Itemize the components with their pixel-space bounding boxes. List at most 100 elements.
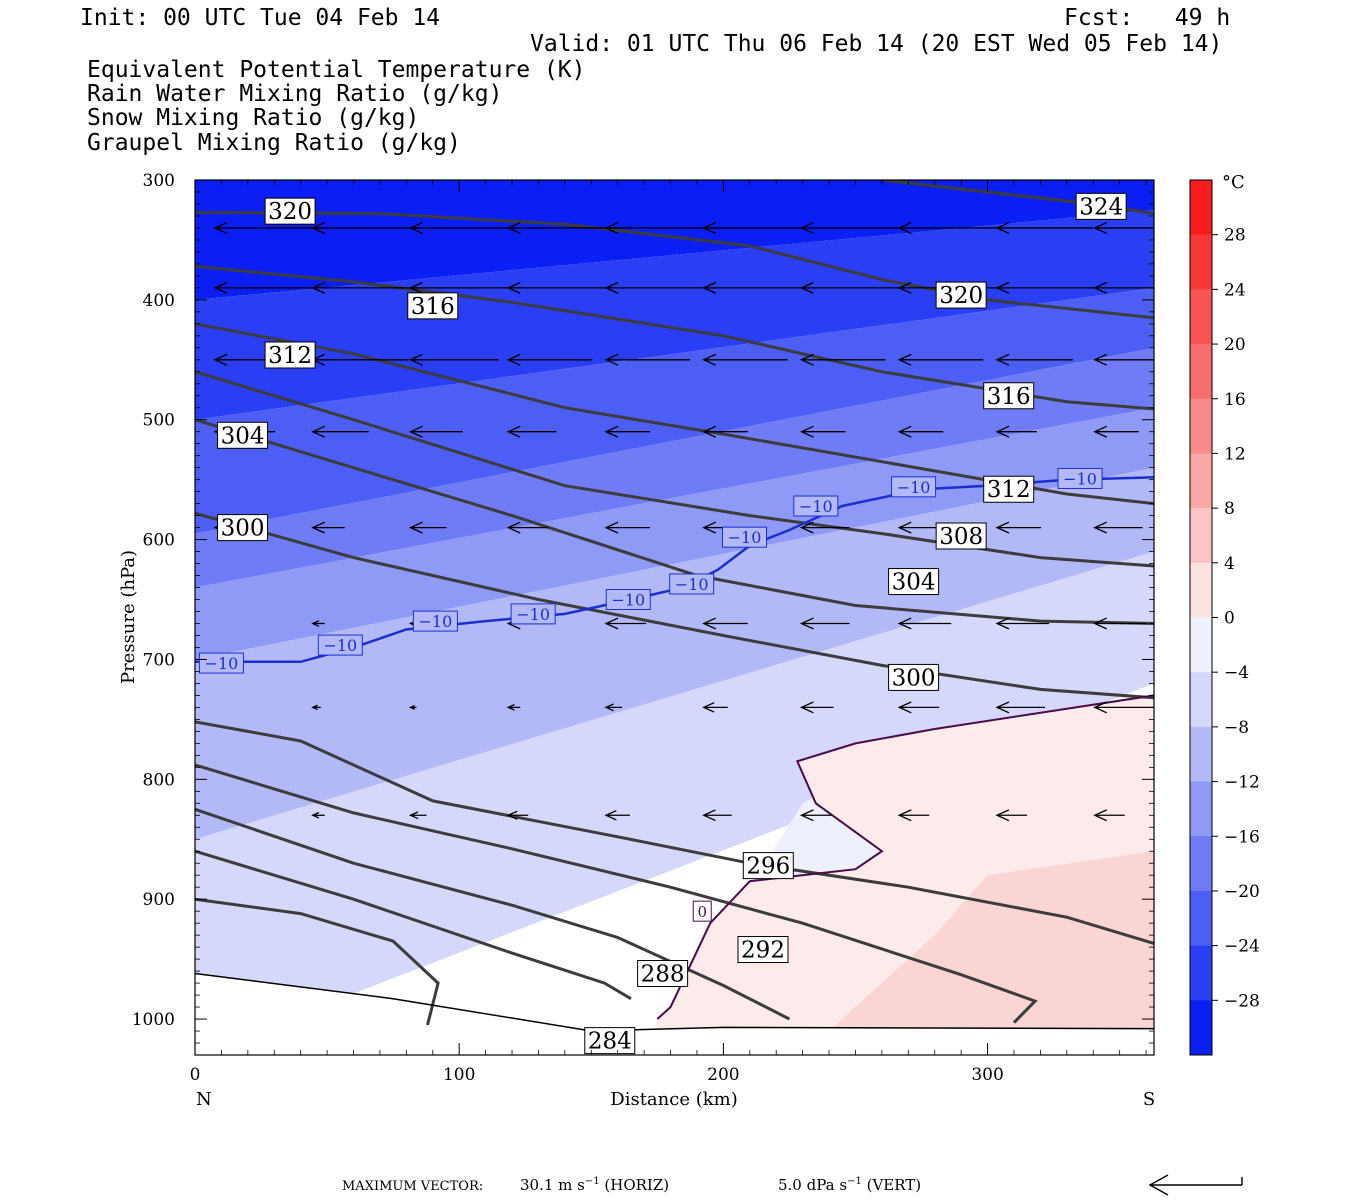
wind-vector (799, 281, 902, 294)
wind-vector (604, 521, 650, 534)
wind-vector (995, 221, 1093, 234)
colorbar-swatch (1190, 945, 1212, 1001)
theta-e-label: 304 (217, 421, 269, 449)
theta-e-contour (195, 763, 1038, 1024)
svg-text:292: 292 (741, 938, 785, 964)
endpoint-left: N (196, 1089, 212, 1110)
theta-e-label: 300 (888, 663, 940, 691)
wind-vector (408, 281, 515, 294)
wind-vector (604, 221, 706, 234)
endpoint-right: S (1143, 1089, 1155, 1110)
svg-text:312: 312 (987, 477, 1031, 503)
svg-text:316: 316 (987, 384, 1031, 410)
wind-vector (799, 809, 832, 822)
wind-vector (995, 281, 1095, 294)
wind-vector (506, 281, 611, 294)
y-tick-label: 500 (143, 411, 175, 431)
wind-vector (311, 620, 325, 627)
svg-text:−10: −10 (419, 612, 453, 631)
wind-vector (604, 703, 622, 712)
wind-vector (799, 521, 850, 534)
colorbar-tick-label: 16 (1224, 390, 1246, 410)
wind-vector (799, 425, 846, 438)
theta-e-label: 308 (935, 522, 987, 550)
theta-e-contour (195, 807, 791, 1021)
theta-e-contour (195, 264, 1154, 411)
field-legend-snow: Snow Mixing Ratio (g/kg) (87, 105, 420, 131)
isotherm-label-zero: 0 (692, 900, 712, 922)
init-time: Init: 00 UTC Tue 04 Feb 14 (80, 5, 441, 31)
wind-vector (506, 521, 549, 534)
svg-text:−10: −10 (611, 591, 645, 610)
colorbar-swatch (1190, 781, 1212, 837)
svg-text:296: 296 (746, 854, 790, 880)
colorbar-swatch (1190, 453, 1212, 509)
wind-vector (506, 353, 593, 366)
colorbar-tick-label: 20 (1224, 335, 1246, 355)
svg-text:316: 316 (411, 294, 455, 320)
svg-text:320: 320 (268, 199, 312, 225)
colorbar-swatch (1190, 234, 1212, 290)
wind-vector (506, 704, 521, 711)
wind-vector (995, 521, 1041, 534)
colorbar-tick-label: −28 (1224, 991, 1260, 1011)
wind-vector (604, 617, 646, 630)
wind-vector (604, 281, 706, 294)
wind-vector (408, 704, 417, 710)
wind-vector (408, 521, 447, 534)
wind-vector (799, 701, 834, 714)
max-vert-vector: 5.0 dPa s−1 (VERT) (778, 1176, 922, 1194)
isotherm-label: −10 (412, 610, 458, 632)
theta-e-contour (195, 897, 440, 1026)
colorbar-swatch (1190, 180, 1212, 236)
wind-vector (604, 810, 630, 821)
wind-vector (799, 617, 850, 630)
isotherm-label: −10 (891, 476, 937, 498)
wind-vector (702, 702, 728, 713)
x-axis-label: Distance (km) (610, 1089, 737, 1110)
max-vector-arrow (1148, 1174, 1243, 1196)
svg-text:−10: −10 (1063, 469, 1097, 488)
colorbar-tick-label: 8 (1224, 499, 1235, 519)
svg-text:304: 304 (221, 423, 265, 449)
svg-text:300: 300 (892, 665, 936, 691)
y-axis-label: Pressure (hPa) (118, 550, 139, 684)
theta-e-contour (195, 322, 1154, 506)
isotherm-label: −10 (722, 526, 768, 548)
isotherm-0 (656, 694, 1154, 1020)
svg-text:−10: −10 (516, 605, 550, 624)
colorbar-swatch (1190, 726, 1212, 783)
theta-e-label: 300 (217, 514, 269, 542)
wind-vector (1093, 701, 1154, 714)
wind-vector (702, 221, 804, 234)
wind-vector (1093, 221, 1154, 234)
y-tick-label: 900 (143, 890, 175, 910)
wind-vector (897, 617, 952, 630)
svg-text:−10: −10 (205, 654, 239, 673)
svg-text:324: 324 (1079, 194, 1123, 220)
wind-vector (702, 353, 788, 366)
warm-region-inner (802, 851, 1154, 1055)
wind-vector (897, 353, 984, 366)
theta-e-label: 284 (584, 1027, 636, 1055)
wind-vector (311, 811, 325, 819)
max-vector-label: MAXIMUM VECTOR: (342, 1179, 484, 1194)
colorbar-swatch (1190, 562, 1212, 618)
colorbar-tick-label: 24 (1224, 280, 1246, 300)
theta-e-label: 316 (983, 382, 1035, 410)
wind-vector (506, 810, 529, 820)
theta-e-label: 320 (935, 281, 987, 309)
wind-vector (311, 281, 419, 294)
wind-vector (311, 521, 345, 534)
isotherm-label: −10 (510, 603, 556, 625)
theta-e-label: 324 (1075, 192, 1127, 220)
wind-vector (995, 701, 1045, 714)
temperature-band (195, 180, 1154, 300)
wind-vector (897, 425, 944, 438)
svg-text:−10: −10 (728, 528, 762, 547)
wind-vector (408, 425, 463, 438)
theta-e-label: 292 (737, 936, 789, 964)
temperature-band (195, 407, 1154, 660)
wind-vector (1093, 809, 1125, 822)
